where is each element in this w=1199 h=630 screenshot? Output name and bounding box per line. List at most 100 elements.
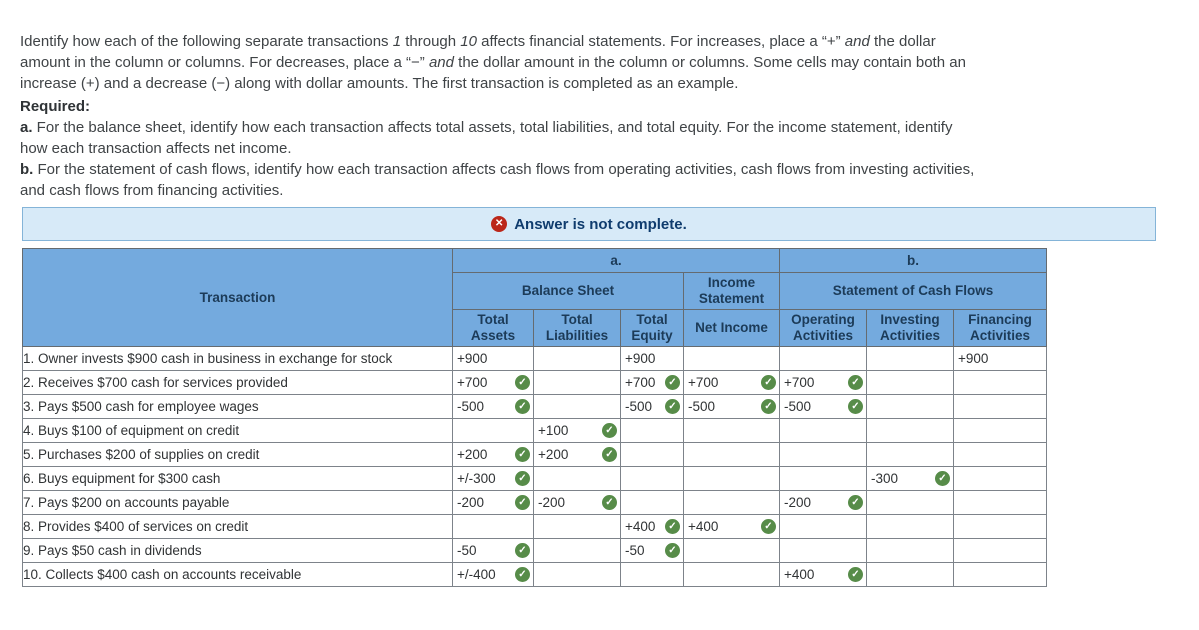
answer-cell[interactable] (866, 442, 954, 467)
answer-cell[interactable]: +700 ✓ (683, 370, 780, 395)
column-header-net-income: Net Income (683, 309, 780, 347)
answer-cell[interactable] (779, 514, 867, 539)
answer-cell[interactable] (866, 490, 954, 515)
balance-sheet-header: Balance Sheet (452, 272, 684, 310)
answer-cell-content: +900 (453, 351, 533, 366)
answer-cell[interactable] (533, 346, 621, 371)
answer-cell[interactable]: -500 ✓ (620, 394, 684, 419)
answer-cell[interactable] (533, 394, 621, 419)
check-icon: ✓ (515, 375, 530, 390)
column-header-financing-activities: Financing Activities (953, 309, 1047, 347)
answer-cell[interactable] (620, 466, 684, 491)
answer-cell[interactable] (683, 490, 780, 515)
required-section: Required: a. For the balance sheet, iden… (20, 96, 980, 201)
answer-cell[interactable] (683, 466, 780, 491)
answer-cell[interactable] (779, 442, 867, 467)
answer-cell[interactable] (866, 538, 954, 563)
transaction-label: 9. Pays $50 cash in dividends (22, 538, 453, 563)
answer-cell[interactable] (683, 562, 780, 587)
answer-cell[interactable] (533, 514, 621, 539)
answer-cell[interactable]: +200 ✓ (452, 442, 534, 467)
answer-cell[interactable]: +400 ✓ (683, 514, 780, 539)
answer-cell-content: -500 ✓ (621, 399, 683, 414)
answer-cell[interactable]: +700 ✓ (452, 370, 534, 395)
answer-cell[interactable] (866, 370, 954, 395)
answer-cell[interactable]: +900 (452, 346, 534, 371)
answer-cell[interactable]: -200 ✓ (779, 490, 867, 515)
cell-value: -50 (625, 543, 645, 558)
answer-cell[interactable] (452, 514, 534, 539)
cell-value: +400 (625, 519, 656, 534)
cell-value: +400 (784, 567, 815, 582)
answer-cell[interactable] (953, 490, 1047, 515)
cell-value: +400 (688, 519, 719, 534)
answer-cell-content: -200 ✓ (780, 495, 866, 510)
answer-cell[interactable] (953, 442, 1047, 467)
instructions-paragraph: Identify how each of the following separ… (20, 33, 966, 92)
answer-cell[interactable]: -500 ✓ (683, 394, 780, 419)
cell-value: +900 (958, 351, 989, 366)
answer-cell[interactable] (620, 562, 684, 587)
answer-cell[interactable]: +400 ✓ (620, 514, 684, 539)
check-icon: ✓ (665, 519, 680, 534)
answer-cell[interactable] (866, 394, 954, 419)
answer-cell[interactable]: -300 ✓ (866, 466, 954, 491)
answer-cell[interactable]: -200 ✓ (452, 490, 534, 515)
answer-cell[interactable] (779, 418, 867, 443)
transactions-table: Transaction a. b. Balance Sheet Income S… (22, 248, 1047, 587)
table-row: 10. Collects $400 cash on accounts recei… (22, 562, 1047, 587)
table-row: 9. Pays $50 cash in dividends -50 ✓ -50 ✓ (22, 538, 1047, 563)
answer-cell[interactable]: +100 ✓ (533, 418, 621, 443)
answer-cell[interactable] (953, 466, 1047, 491)
answer-cell[interactable]: -500 ✓ (452, 394, 534, 419)
answer-cell[interactable]: +900 (620, 346, 684, 371)
answer-cell[interactable] (683, 442, 780, 467)
answer-cell[interactable] (953, 370, 1047, 395)
transaction-label: 7. Pays $200 on accounts payable (22, 490, 453, 515)
answer-cell[interactable] (953, 514, 1047, 539)
answer-cell[interactable] (953, 394, 1047, 419)
banner-text: Answer is not complete. (514, 215, 687, 233)
answer-cell[interactable]: +/-400 ✓ (452, 562, 534, 587)
answer-cell[interactable] (533, 562, 621, 587)
required-item-b: b. For the statement of cash flows, iden… (20, 161, 975, 199)
answer-cell[interactable] (683, 538, 780, 563)
answer-cell[interactable] (953, 562, 1047, 587)
answer-cell[interactable]: +700 ✓ (620, 370, 684, 395)
cell-value: -500 (784, 399, 812, 414)
cell-value: +700 (688, 375, 719, 390)
answer-cell[interactable]: -50 ✓ (452, 538, 534, 563)
check-icon: ✓ (515, 567, 530, 582)
answer-cell[interactable] (683, 346, 780, 371)
answer-cell[interactable] (620, 442, 684, 467)
answer-cell[interactable]: +/-300 ✓ (452, 466, 534, 491)
answer-cell[interactable] (779, 346, 867, 371)
answer-cell[interactable] (779, 538, 867, 563)
answer-cell[interactable] (866, 562, 954, 587)
answer-cell[interactable] (683, 418, 780, 443)
answer-cell[interactable] (779, 466, 867, 491)
answer-cell[interactable]: -500 ✓ (779, 394, 867, 419)
answer-cell[interactable] (866, 514, 954, 539)
answer-cell[interactable] (452, 418, 534, 443)
group-header-b: b. (779, 248, 1047, 273)
answer-cell[interactable] (620, 490, 684, 515)
answer-cell[interactable]: +700 ✓ (779, 370, 867, 395)
answer-cell[interactable]: +900 (953, 346, 1047, 371)
answer-cell[interactable]: -50 ✓ (620, 538, 684, 563)
transaction-label: 8. Provides $400 of services on credit (22, 514, 453, 539)
answer-cell[interactable] (533, 466, 621, 491)
answer-cell[interactable] (533, 370, 621, 395)
answer-cell-content: -500 ✓ (684, 399, 779, 414)
answer-cell[interactable] (866, 418, 954, 443)
answer-cell[interactable] (533, 538, 621, 563)
answer-cell[interactable]: +400 ✓ (779, 562, 867, 587)
answer-cell[interactable] (866, 346, 954, 371)
answer-cell-content: +200 ✓ (453, 447, 533, 462)
answer-cell[interactable] (953, 538, 1047, 563)
answer-cell-content: -500 ✓ (780, 399, 866, 414)
answer-cell[interactable]: +200 ✓ (533, 442, 621, 467)
answer-cell[interactable] (620, 418, 684, 443)
answer-cell[interactable]: -200 ✓ (533, 490, 621, 515)
answer-cell[interactable] (953, 418, 1047, 443)
